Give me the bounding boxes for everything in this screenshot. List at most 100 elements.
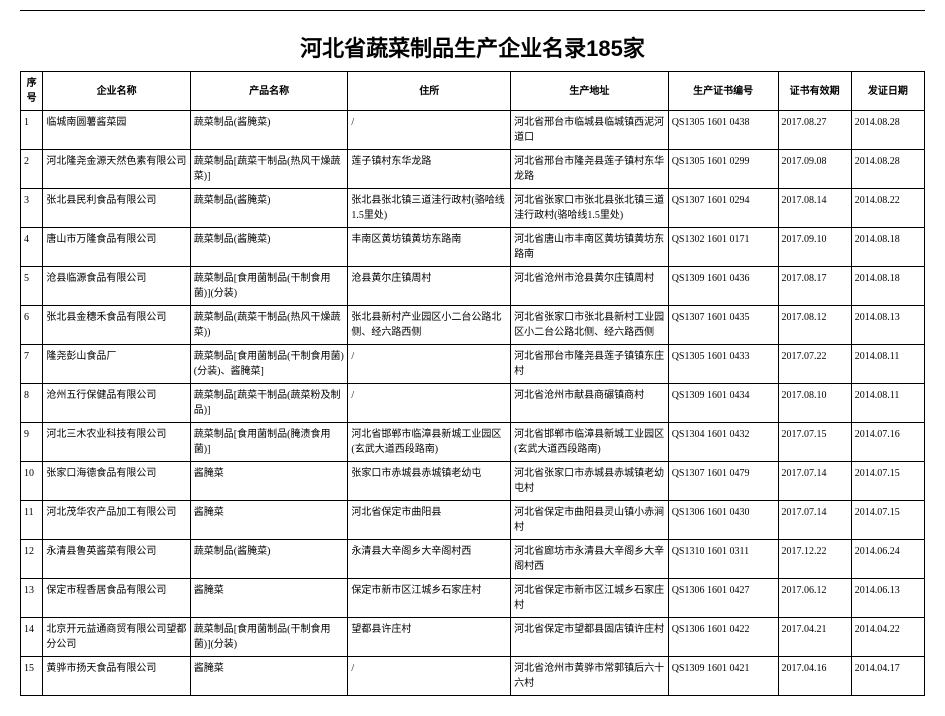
table-cell: 张北县新村产业园区小二台公路北侧、经六路西侧 xyxy=(348,306,511,345)
table-cell: 13 xyxy=(21,579,43,618)
table-cell: QS1302 1601 0171 xyxy=(668,228,778,267)
table-row: 3张北县民利食品有限公司蔬菜制品(酱腌菜)张北县张北镇三道洼行政村(骆哈线1.5… xyxy=(21,189,925,228)
table-row: 11河北茂华农产品加工有限公司酱腌菜河北省保定市曲阳县河北省保定市曲阳县灵山镇小… xyxy=(21,501,925,540)
enterprise-table: 序号 企业名称 产品名称 住所 生产地址 生产证书编号 证书有效期 发证日期 1… xyxy=(20,71,925,696)
table-cell: 2014.08.11 xyxy=(851,384,924,423)
table-cell: 12 xyxy=(21,540,43,579)
table-body: 1临城南圆薯酱菜园蔬菜制品(酱腌菜)/河北省邢台市临城县临城镇西泥河道口QS13… xyxy=(21,111,925,696)
table-cell: QS1304 1601 0432 xyxy=(668,423,778,462)
table-row: 13保定市程香居食品有限公司酱腌菜保定市新市区江城乡石家庄村河北省保定市新市区江… xyxy=(21,579,925,618)
table-cell: 2017.07.15 xyxy=(778,423,851,462)
table-cell: 2014.08.28 xyxy=(851,111,924,150)
table-cell: 蔬菜制品[食用菌制品(干制食用菌)](分装) xyxy=(190,618,348,657)
table-cell: QS1306 1601 0430 xyxy=(668,501,778,540)
table-cell: / xyxy=(348,111,511,150)
table-cell: 张家口市赤城县赤城镇老幼屯 xyxy=(348,462,511,501)
table-cell: QS1307 1601 0435 xyxy=(668,306,778,345)
table-cell: 14 xyxy=(21,618,43,657)
table-row: 7隆尧彭山食品厂蔬菜制品[食用菌制品(干制食用菌)(分装)、酱腌菜]/河北省邢台… xyxy=(21,345,925,384)
col-header-issued: 发证日期 xyxy=(851,72,924,111)
table-cell: QS1305 1601 0438 xyxy=(668,111,778,150)
table-cell: 蔬菜制品(酱腌菜) xyxy=(190,189,348,228)
table-cell: 2017.08.17 xyxy=(778,267,851,306)
table-cell: 隆尧彭山食品厂 xyxy=(43,345,190,384)
table-row: 14北京开元益通商贸有限公司望都分公司蔬菜制品[食用菌制品(干制食用菌)](分装… xyxy=(21,618,925,657)
table-cell: 蔬菜制品[蔬菜干制品(蔬菜粉及制品)] xyxy=(190,384,348,423)
table-cell: / xyxy=(348,384,511,423)
table-cell: 河北省廊坊市永清县大辛阁乡大辛阁村西 xyxy=(511,540,669,579)
table-cell: QS1305 1601 0299 xyxy=(668,150,778,189)
table-header-row: 序号 企业名称 产品名称 住所 生产地址 生产证书编号 证书有效期 发证日期 xyxy=(21,72,925,111)
table-cell: 15 xyxy=(21,657,43,696)
table-cell: 2014.08.22 xyxy=(851,189,924,228)
table-cell: 2014.07.15 xyxy=(851,462,924,501)
col-header-seq: 序号 xyxy=(21,72,43,111)
table-cell: QS1307 1601 0479 xyxy=(668,462,778,501)
table-cell: 张家口海德食品有限公司 xyxy=(43,462,190,501)
table-cell: / xyxy=(348,345,511,384)
table-cell: 河北省张家口市张北县张北镇三道洼行政村(骆哈线1.5里处) xyxy=(511,189,669,228)
table-cell: 酱腌菜 xyxy=(190,579,348,618)
table-cell: QS1309 1601 0436 xyxy=(668,267,778,306)
table-cell: 河北省邢台市隆尧县莲子镇村东华龙路 xyxy=(511,150,669,189)
table-cell: 3 xyxy=(21,189,43,228)
table-row: 6张北县金穗禾食品有限公司蔬菜制品(蔬菜干制品(热风干燥蔬菜))张北县新村产业园… xyxy=(21,306,925,345)
table-cell: 2014.04.17 xyxy=(851,657,924,696)
table-cell: 蔬菜制品(酱腌菜) xyxy=(190,228,348,267)
table-cell: 黄骅市扬天食品有限公司 xyxy=(43,657,190,696)
table-cell: 蔬菜制品(蔬菜干制品(热风干燥蔬菜)) xyxy=(190,306,348,345)
table-cell: 张北县张北镇三道洼行政村(骆哈线1.5里处) xyxy=(348,189,511,228)
table-cell: 2017.09.08 xyxy=(778,150,851,189)
table-cell: 2014.06.13 xyxy=(851,579,924,618)
table-cell: 北京开元益通商贸有限公司望都分公司 xyxy=(43,618,190,657)
table-cell: 蔬菜制品(酱腌菜) xyxy=(190,540,348,579)
table-cell: 2017.08.10 xyxy=(778,384,851,423)
table-row: 10张家口海德食品有限公司酱腌菜张家口市赤城县赤城镇老幼屯河北省张家口市赤城县赤… xyxy=(21,462,925,501)
table-row: 8沧州五行保健品有限公司蔬菜制品[蔬菜干制品(蔬菜粉及制品)]/河北省沧州市献县… xyxy=(21,384,925,423)
table-cell: 2017.07.14 xyxy=(778,462,851,501)
table-row: 4唐山市万隆食品有限公司蔬菜制品(酱腌菜)丰南区黄坊镇黄坊东路南河北省唐山市丰南… xyxy=(21,228,925,267)
col-header-prodaddr: 生产地址 xyxy=(511,72,669,111)
table-cell: 2017.04.16 xyxy=(778,657,851,696)
col-header-address: 住所 xyxy=(348,72,511,111)
table-cell: 2014.08.11 xyxy=(851,345,924,384)
table-cell: 2014.04.22 xyxy=(851,618,924,657)
table-row: 15黄骅市扬天食品有限公司酱腌菜/河北省沧州市黄骅市常郭镇后六十六村QS1309… xyxy=(21,657,925,696)
table-cell: 6 xyxy=(21,306,43,345)
table-cell: 河北省邢台市隆尧县莲子镇镇东庄村 xyxy=(511,345,669,384)
table-cell: QS1306 1601 0427 xyxy=(668,579,778,618)
table-cell: 河北省唐山市丰南区黄坊镇黄坊东路南 xyxy=(511,228,669,267)
table-cell: 蔬菜制品[食用菌制品(腌渍食用菌)] xyxy=(190,423,348,462)
table-row: 12永清县鲁英酱菜有限公司蔬菜制品(酱腌菜)永清县大辛阁乡大辛阁村西河北省廊坊市… xyxy=(21,540,925,579)
table-cell: 沧县黄尔庄镇周村 xyxy=(348,267,511,306)
table-cell: 8 xyxy=(21,384,43,423)
table-cell: 河北省邯郸市临漳县新城工业园区(玄武大道西段路南) xyxy=(511,423,669,462)
table-cell: 2017.08.12 xyxy=(778,306,851,345)
table-row: 2河北隆尧金源天然色素有限公司蔬菜制品[蔬菜干制品(热风干燥蔬菜)]莲子镇村东华… xyxy=(21,150,925,189)
table-cell: 2014.06.24 xyxy=(851,540,924,579)
table-cell: 蔬菜制品[食用菌制品(干制食用菌)](分装) xyxy=(190,267,348,306)
table-cell: 河北省保定市曲阳县 xyxy=(348,501,511,540)
table-cell: QS1310 1601 0311 xyxy=(668,540,778,579)
page-top-rule xyxy=(20,10,925,11)
table-row: 9河北三木农业科技有限公司蔬菜制品[食用菌制品(腌渍食用菌)]河北省邯郸市临漳县… xyxy=(21,423,925,462)
table-cell: QS1309 1601 0421 xyxy=(668,657,778,696)
table-cell: 7 xyxy=(21,345,43,384)
table-cell: 酱腌菜 xyxy=(190,657,348,696)
col-header-certno: 生产证书编号 xyxy=(668,72,778,111)
table-cell: 河北省保定市望都县固店镇许庄村 xyxy=(511,618,669,657)
table-cell: 4 xyxy=(21,228,43,267)
table-cell: 河北省邢台市临城县临城镇西泥河道口 xyxy=(511,111,669,150)
table-cell: 9 xyxy=(21,423,43,462)
table-cell: 河北省沧州市沧县黄尔庄镇周村 xyxy=(511,267,669,306)
table-cell: 沧州五行保健品有限公司 xyxy=(43,384,190,423)
table-cell: 河北省沧州市献县商碾镇商村 xyxy=(511,384,669,423)
table-cell: 唐山市万隆食品有限公司 xyxy=(43,228,190,267)
table-cell: 2014.08.18 xyxy=(851,267,924,306)
table-cell: 2017.08.14 xyxy=(778,189,851,228)
table-cell: 蔬菜制品[蔬菜干制品(热风干燥蔬菜)] xyxy=(190,150,348,189)
table-cell: 2017.06.12 xyxy=(778,579,851,618)
table-cell: / xyxy=(348,657,511,696)
col-header-valid: 证书有效期 xyxy=(778,72,851,111)
table-cell: 2014.08.18 xyxy=(851,228,924,267)
